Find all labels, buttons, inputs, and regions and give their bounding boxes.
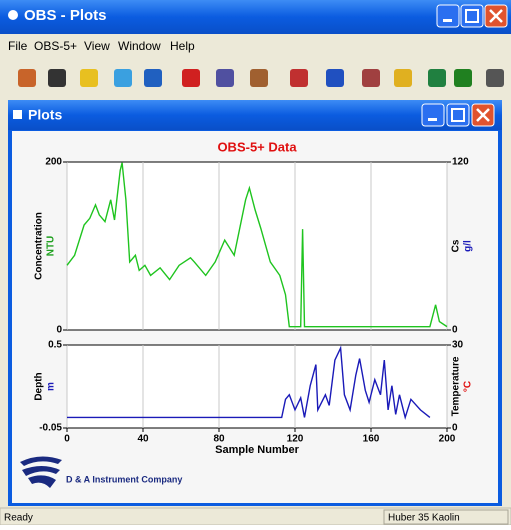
y-tick-label: 0.5: [48, 340, 62, 351]
y2-axis-label: Cs: [451, 239, 462, 252]
y-axis-unit: NTU: [46, 236, 57, 257]
plot-area: [66, 344, 448, 429]
status-text: Huber 35 Kaolin: [388, 513, 460, 524]
app-icon: [8, 10, 18, 20]
status-panel: [383, 509, 509, 525]
x-tick-label: 80: [213, 434, 225, 445]
data-line: [66, 162, 448, 328]
plots-title-bar: [8, 100, 502, 130]
minimize-glyph: [428, 118, 437, 121]
y2-tick-label: 0: [452, 423, 458, 434]
y-tick-label: -0.05: [39, 423, 62, 434]
toolbar-icon: [182, 69, 200, 87]
x-tick-label: 40: [137, 434, 149, 445]
y2-axis-unit: g/l: [463, 240, 474, 252]
toolbar-icon: [394, 69, 412, 87]
menu-item[interactable]: File: [8, 39, 28, 53]
x-tick-label: 0: [64, 434, 70, 445]
toolbar-icon: [144, 69, 162, 87]
plots-title: Plots: [28, 107, 62, 123]
y2-axis-unit: °C: [463, 381, 474, 392]
minimize-glyph: [443, 19, 452, 22]
company-name: D & A Instrument Company: [66, 474, 182, 484]
minimize-button[interactable]: [436, 4, 460, 28]
window-title: OBS - Plots: [24, 7, 107, 24]
x-tick-label: 120: [287, 434, 304, 445]
menu-item[interactable]: View: [84, 39, 110, 53]
maximize-glyph: [465, 9, 479, 23]
y-tick-label: 200: [45, 157, 62, 168]
y2-axis-label: Temperature: [451, 356, 462, 416]
menu-item[interactable]: Window: [118, 39, 161, 53]
toolbar-icon: [80, 69, 98, 87]
menu-item[interactable]: Help: [170, 39, 195, 53]
status-text: Ready: [4, 513, 33, 524]
y2-tick-label: 120: [452, 157, 469, 168]
plots-minimize[interactable]: [421, 103, 445, 127]
toolbar-icon: [290, 69, 308, 87]
y-axis-label: Concentration: [34, 212, 45, 280]
data-line: [67, 345, 431, 421]
y-axis-label: Depth: [34, 372, 45, 400]
toolbar: [14, 64, 508, 92]
toolbar-icon: [326, 69, 344, 87]
toolbar-icon: [250, 69, 268, 87]
close-glyph: [476, 108, 490, 122]
toolbar-icon: [114, 69, 132, 87]
toolbar-icon: [428, 69, 446, 87]
toolbar-icon: [362, 69, 380, 87]
toolbar-icon: [216, 69, 234, 87]
y-axis-unit: m: [46, 382, 57, 391]
x-axis-label: Sample Number: [215, 444, 299, 456]
y2-tick-label: 0: [452, 325, 458, 336]
toolbar-icon: [454, 69, 472, 87]
menu-item[interactable]: OBS-5+: [34, 39, 77, 53]
title-bar: [0, 0, 511, 34]
toolbar-icon: [18, 69, 36, 87]
toolbar-icon: [486, 69, 504, 87]
plots-maximize[interactable]: [446, 103, 470, 127]
toolbar-icon: [48, 69, 66, 87]
y2-tick-label: 30: [452, 340, 464, 351]
maximize-button[interactable]: [460, 4, 484, 28]
y-tick-label: 0: [56, 325, 62, 336]
maximize-glyph: [451, 108, 465, 122]
menu-bar: File OBS-5+ View Window Help: [8, 39, 195, 53]
plot-area: [66, 161, 448, 331]
company-logo: [20, 456, 62, 488]
close-glyph: [489, 9, 503, 23]
chart-title: OBS-5+ Data: [217, 139, 297, 154]
x-tick-label: 200: [439, 434, 456, 445]
plots-icon: [13, 110, 22, 119]
x-tick-label: 160: [363, 434, 380, 445]
